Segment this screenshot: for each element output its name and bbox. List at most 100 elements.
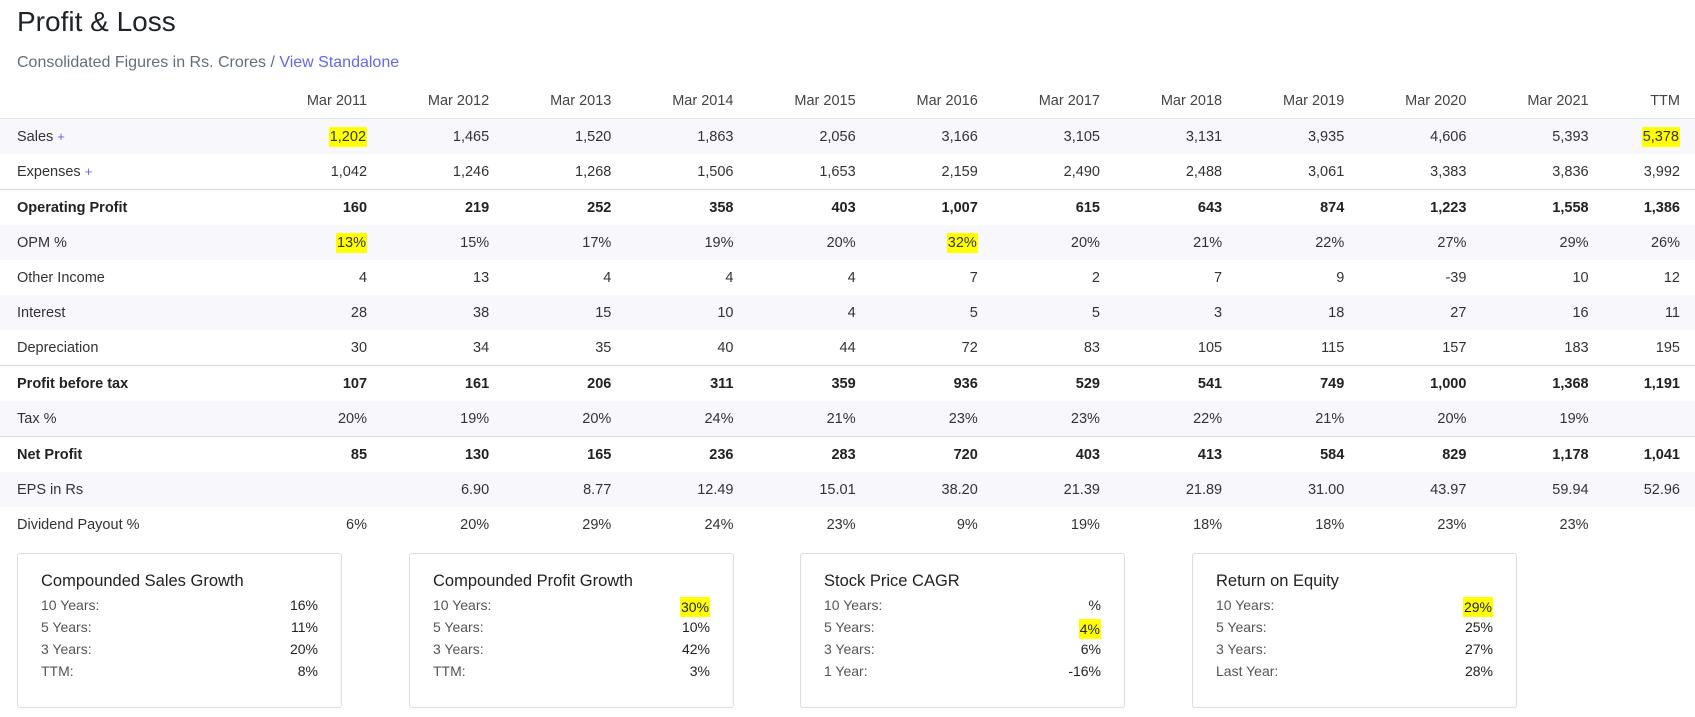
view-standalone-link[interactable]: View Standalone bbox=[279, 54, 400, 71]
cell-value: 4 bbox=[603, 269, 612, 286]
table-cell: 403 bbox=[977, 436, 1100, 472]
table-cell: 18 bbox=[1222, 295, 1345, 330]
cell-value: 720 bbox=[953, 446, 978, 463]
table-cell: 4 bbox=[611, 260, 733, 295]
table-cell: 1,223 bbox=[1344, 189, 1467, 225]
table-cell: -39 bbox=[1344, 260, 1466, 295]
card-row-value: 4% bbox=[1078, 619, 1101, 639]
table-cell: 22% bbox=[1099, 401, 1223, 437]
cell-value: 1,041 bbox=[1643, 446, 1680, 463]
table-cell: 4 bbox=[247, 260, 367, 295]
card-title: Stock Price CAGR bbox=[824, 572, 960, 590]
cell-value: 236 bbox=[709, 446, 734, 463]
row-label-text: Interest bbox=[17, 304, 66, 321]
table-cell: 157 bbox=[1344, 330, 1466, 366]
row-label-text: Tax % bbox=[17, 410, 57, 427]
cell-value: 29% bbox=[582, 516, 612, 533]
table-cell: 10 bbox=[1466, 260, 1588, 295]
row-label: Depreciation bbox=[0, 330, 247, 366]
table-cell: 3,061 bbox=[1222, 154, 1344, 190]
cell-value: 3,131 bbox=[1185, 128, 1223, 145]
card-title: Compounded Profit Growth bbox=[433, 572, 633, 590]
table-cell: 23% bbox=[1466, 507, 1589, 542]
cell-value: 3,061 bbox=[1307, 163, 1345, 180]
table-cell: 8.77 bbox=[489, 472, 612, 507]
cell-value: 4,606 bbox=[1430, 128, 1467, 145]
cell-value: 30 bbox=[350, 339, 368, 356]
table-cell: 19% bbox=[978, 507, 1100, 542]
table-row: Tax % 20% 19% 20% 24% 21% 23% 23% 22% 21% 20% 19% bbox=[0, 401, 1695, 437]
card-row: 3 Years: 20% bbox=[41, 641, 318, 663]
cell-value: 1,386 bbox=[1643, 199, 1680, 216]
table-cell: 1,191 bbox=[1588, 365, 1695, 401]
table-cell: 7 bbox=[856, 260, 978, 295]
cell-value: -39 bbox=[1445, 269, 1467, 286]
cell-value: 83 bbox=[1083, 339, 1100, 356]
table-cell: 1,558 bbox=[1466, 189, 1589, 225]
table-cell: 4 bbox=[733, 260, 856, 295]
cell-value: 12.49 bbox=[697, 481, 734, 498]
cell-value: 4 bbox=[847, 269, 856, 286]
card-row-value: 11% bbox=[291, 619, 318, 635]
table-cell: 1,000 bbox=[1344, 365, 1467, 401]
table-row: Other Income 4 13 4 4 4 7 2 7 9 -39 10 12 bbox=[0, 260, 1695, 295]
card-row-value: 29% bbox=[1462, 597, 1493, 617]
cell-value: 3,105 bbox=[1063, 128, 1100, 145]
cell-value: 59.94 bbox=[1552, 481, 1589, 498]
table-cell: 15 bbox=[489, 295, 612, 330]
table-cell: 1,007 bbox=[855, 189, 978, 225]
column-header: Mar 2011 bbox=[247, 84, 368, 119]
card-row-value: 30% bbox=[679, 597, 710, 617]
table-cell: 1,653 bbox=[733, 154, 855, 190]
cell-value: 20% bbox=[1070, 234, 1100, 251]
cell-value: 10 bbox=[717, 304, 734, 321]
table-cell: 35 bbox=[489, 330, 611, 366]
expand-plus-icon[interactable]: + bbox=[57, 128, 65, 144]
row-label-text: EPS in Rs bbox=[17, 481, 84, 498]
card-row-period: TTM: bbox=[433, 663, 466, 679]
profit-loss-table: Mar 2011 Mar 2012 Mar 2013 Mar 2014 Mar 2015… bbox=[0, 84, 1695, 542]
cell-value: 1,465 bbox=[452, 128, 490, 145]
card-title: Return on Equity bbox=[1216, 572, 1339, 590]
card-row: 3 Years: 42% bbox=[433, 641, 710, 663]
table-cell: 283 bbox=[733, 436, 856, 472]
table-cell: 20% bbox=[1344, 401, 1467, 437]
card-row-value: 27% bbox=[1464, 641, 1493, 657]
table-cell: 9% bbox=[856, 507, 978, 542]
card-row-value: 16% bbox=[289, 597, 318, 613]
growth-card: Compounded Profit Growth 10 Years: 30% 5 Ye… bbox=[409, 553, 734, 708]
cell-value: 359 bbox=[831, 375, 856, 392]
cell-value: 3,992 bbox=[1643, 163, 1680, 180]
table-cell: 5,393 bbox=[1466, 118, 1589, 154]
table-row: Sales +1,202 1,465 1,520 1,863 2,056 3,166 3,10… bbox=[0, 118, 1695, 154]
expand-plus-icon[interactable]: + bbox=[84, 163, 93, 179]
card-row-period: 1 Year: bbox=[824, 663, 868, 679]
cell-value: 252 bbox=[587, 199, 612, 216]
table-cell: 3,383 bbox=[1344, 154, 1466, 190]
table-cell: 27% bbox=[1344, 225, 1467, 260]
subtitle-text: Consolidated Figures in Rs. Crores / bbox=[17, 54, 280, 71]
cell-value: 874 bbox=[1320, 199, 1345, 216]
cell-value: 105 bbox=[1197, 339, 1223, 356]
table-cell: 30 bbox=[247, 330, 367, 366]
cell-value: 4 bbox=[725, 269, 734, 286]
cell-value: 6.90 bbox=[460, 481, 490, 498]
column-header: Mar 2015 bbox=[733, 84, 856, 119]
table-cell: 7 bbox=[1100, 260, 1222, 295]
table-cell: 16 bbox=[1466, 295, 1589, 330]
table-cell: 21.39 bbox=[977, 472, 1100, 507]
table-cell: 749 bbox=[1222, 365, 1345, 401]
cell-value: 22% bbox=[1315, 234, 1345, 251]
table-cell: 130 bbox=[367, 436, 490, 472]
table-cell: 34 bbox=[367, 330, 489, 366]
table-cell: 9 bbox=[1222, 260, 1344, 295]
table-cell: 15.01 bbox=[733, 472, 856, 507]
table-cell: 359 bbox=[733, 365, 856, 401]
cell-value: 2 bbox=[1091, 269, 1100, 286]
cell-value: 19% bbox=[1070, 516, 1100, 533]
page-title: Profit & Loss bbox=[17, 6, 176, 37]
cell-value: 43.97 bbox=[1430, 481, 1467, 498]
row-label-text: Profit before tax bbox=[17, 375, 129, 392]
cell-value: 21.39 bbox=[1063, 481, 1100, 498]
table-cell: 12 bbox=[1589, 260, 1695, 295]
